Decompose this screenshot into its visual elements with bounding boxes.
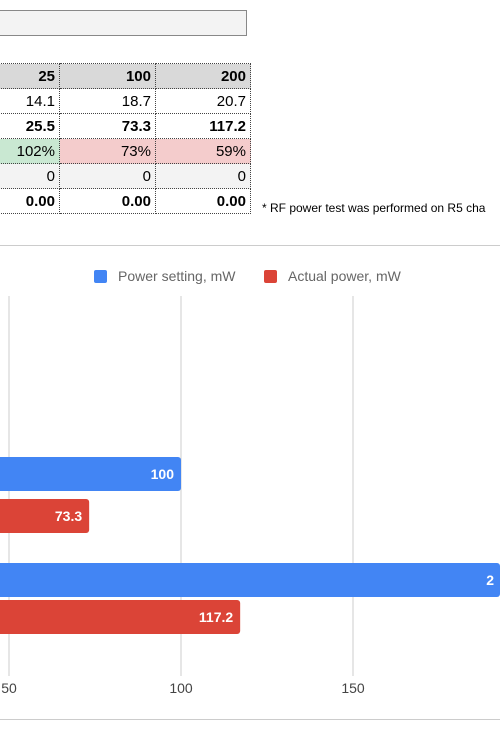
bar-actual-power (0, 600, 241, 634)
chart-top-border (0, 245, 500, 246)
legend-label-power-setting: Power setting, mW (118, 268, 236, 284)
chart-bars: 100 2 73.3 117.2 (0, 457, 500, 634)
table-cell: 0 (0, 163, 60, 189)
table-cell: 0.00 (0, 188, 60, 214)
power-bar-chart: Power setting, mW Actual power, mW 100 2 7… (0, 268, 500, 696)
table-row: 0 0 0 (0, 163, 251, 189)
table-row: 25.5 73.3 117.2 (0, 113, 251, 139)
bar-value-label: 117.2 (199, 609, 233, 625)
table-cell: 25.5 (0, 113, 60, 139)
table-cell: 0.00 (155, 188, 251, 214)
legend-swatch-actual-power (264, 270, 277, 283)
legend-label-actual-power: Actual power, mW (288, 268, 402, 284)
table-row: 0.00 0.00 0.00 (0, 188, 251, 214)
table-cell: 73% (59, 138, 156, 164)
header-cell: 200 (155, 63, 251, 89)
table-cell: 0 (155, 163, 251, 189)
table-cell: 0.00 (59, 188, 156, 214)
table-cell: 102% (0, 138, 60, 164)
table-cell: 59% (155, 138, 251, 164)
legend-swatch-power-setting (94, 270, 107, 283)
table-row: 102% 73% 59% (0, 138, 251, 164)
chart-legend: Power setting, mW Actual power, mW (94, 268, 402, 284)
input-cell-box (0, 10, 247, 36)
table-cell: 117.2 (155, 113, 251, 139)
header-cell: 25 (0, 63, 60, 89)
chart-bottom-border (0, 719, 500, 720)
rf-test-note: * RF power test was performed on R5 cha (262, 201, 486, 215)
table-cell: 20.7 (155, 88, 251, 114)
x-tick-label: 100 (169, 680, 193, 696)
table-cell: 73.3 (59, 113, 156, 139)
table-cell: 14.1 (0, 88, 60, 114)
chart-axis-ticks: 50 100 150 (1, 680, 365, 696)
table-row: 14.1 18.7 20.7 (0, 88, 251, 114)
table-header-row: 25 100 200 (0, 63, 251, 89)
bar-actual-power (0, 499, 90, 533)
header-cell: 100 (59, 63, 156, 89)
bar-value-label: 100 (151, 466, 175, 482)
bar-value-label: 73.3 (55, 508, 82, 524)
bar-value-label: 2 (486, 572, 494, 588)
x-tick-label: 50 (1, 680, 17, 696)
x-tick-label: 150 (341, 680, 365, 696)
bar-power-setting (0, 563, 500, 597)
table-cell: 0 (59, 163, 156, 189)
table-cell: 18.7 (59, 88, 156, 114)
power-table: 25 100 200 14.1 18.7 20.7 25.5 73.3 117.… (0, 63, 251, 214)
bar-power-setting (0, 457, 181, 491)
